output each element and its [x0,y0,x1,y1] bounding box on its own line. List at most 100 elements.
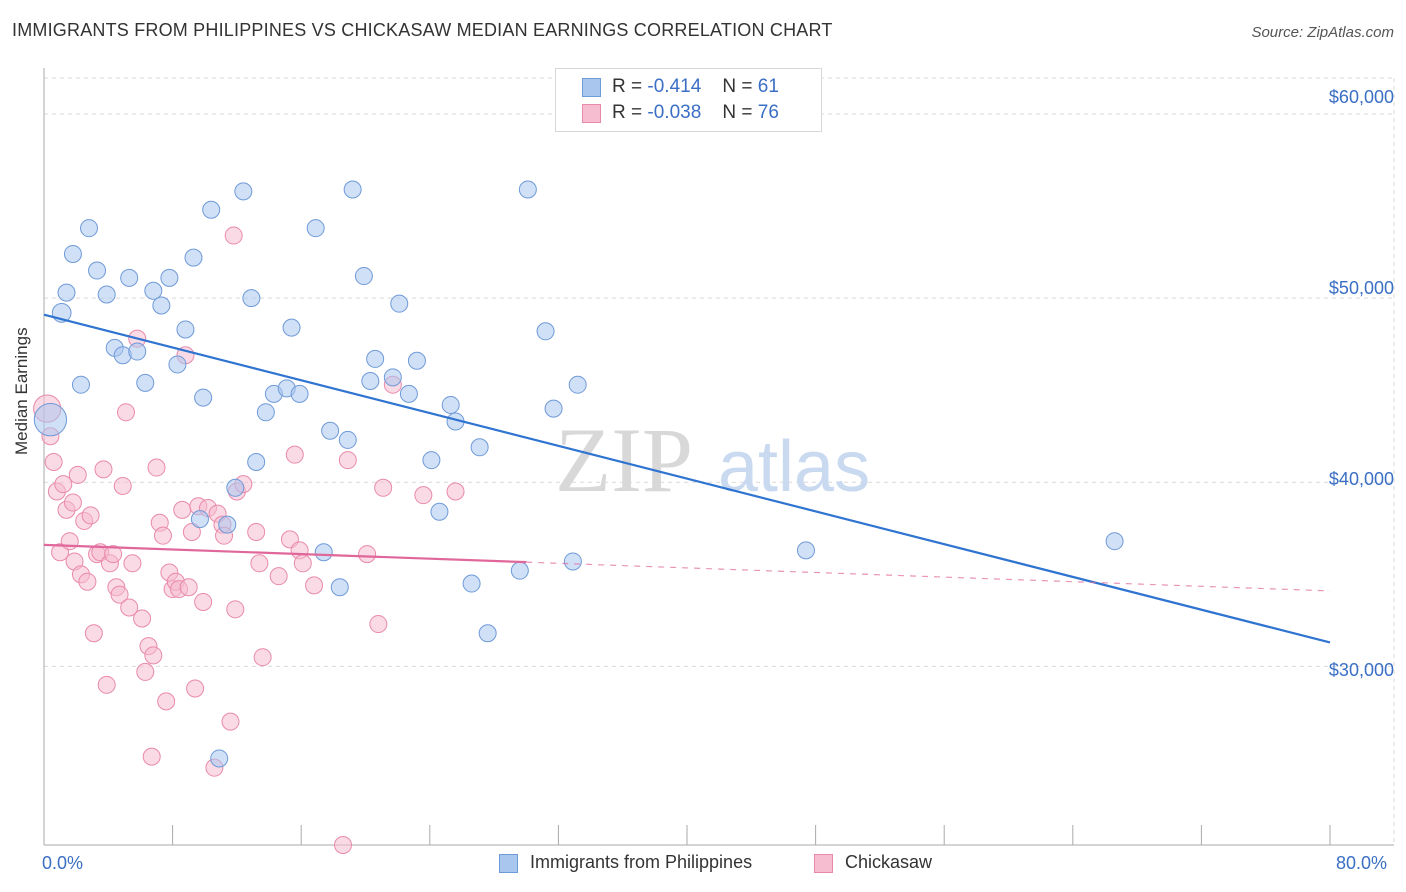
chickasaw-point [333,836,352,854]
philippines-point [168,355,187,374]
r-label: R = [612,102,643,123]
y-tick-label: $30,000 [1328,660,1394,680]
philippines-point [518,180,537,199]
chart-title: IMMIGRANTS FROM PHILIPPINES VS CHICKASAW… [12,20,833,40]
pink-swatch [582,104,601,123]
philippines-point [190,510,209,529]
philippines-point [338,430,357,449]
chickasaw-point [250,554,269,573]
philippines-point [202,200,221,219]
philippines-point [256,403,275,422]
n-value: 61 [757,76,779,97]
philippines-point [470,438,489,457]
chickasaw-point [221,712,240,731]
chickasaw-point [182,522,201,541]
chickasaw-point [133,609,152,628]
chickasaw-trend-line [43,543,527,564]
chickasaw-point [97,675,116,694]
chickasaw-point [81,506,100,525]
philippines-point [290,384,309,403]
watermark: ZIP atlas [555,409,870,511]
philippines-point [354,267,373,286]
philippines-point [306,219,325,238]
n-label: N = [722,102,753,123]
philippines-point [536,322,555,341]
chickasaw-point [94,460,113,479]
chickasaw-trend-extension [526,561,1331,592]
chickasaw-point [142,747,161,766]
chickasaw-point [186,679,205,698]
r-value: -0.038 [647,102,702,123]
chickasaw-point [147,458,166,477]
philippines-point [282,318,301,337]
philippines-point [184,248,203,267]
y-tick-label: $40,000 [1328,469,1394,489]
philippines-point [144,281,163,300]
philippines-point [343,180,362,199]
chickasaw-point [269,567,288,586]
correlation-stats-box: R = -0.414 N = 61 R = -0.038 N = 76 [555,68,822,132]
philippines-point [314,543,333,562]
chickasaw-point [247,522,266,541]
y-tick-label: $60,000 [1328,87,1394,107]
chickasaw-point [369,615,388,634]
chickasaw-point [414,486,433,505]
philippines-points [33,180,1124,768]
philippines-point [361,372,380,391]
philippines-point [383,368,402,387]
watermark-zip: ZIP [555,409,693,511]
chickasaw-point [153,526,172,545]
philippines-point [462,574,481,593]
chickasaw-point [179,578,198,597]
philippines-point [1105,532,1124,551]
philippines-point [128,342,147,361]
chickasaw-point [285,445,304,464]
chickasaw-point [68,465,87,484]
chickasaw-point [358,545,377,564]
philippines-point [97,285,116,304]
chickasaw-point [253,648,272,667]
philippines-point [152,296,171,315]
philippines-point [160,268,179,287]
chickasaw-point [293,554,312,573]
philippines-point [366,349,385,368]
legend-label: Chickasaw [845,852,933,872]
chickasaw-point [224,226,243,245]
philippines-point [796,541,815,560]
chickasaw-point [60,532,79,551]
chickasaw-point [54,475,73,494]
chickasaw-point [226,600,245,619]
chickasaw-point [305,576,324,595]
philippines-point [176,320,195,339]
legend-label: Immigrants from Philippines [530,852,753,872]
philippines-point [321,421,340,440]
chickasaw-point [446,482,465,501]
philippines-point [568,375,587,394]
chickasaw-point [63,493,82,512]
trend-lines [43,313,1331,644]
philippines-point [234,182,253,201]
chickasaw-point [173,500,192,519]
r-value: -0.414 [647,76,702,97]
philippines-point [63,244,82,263]
y-tick-label: $50,000 [1328,278,1394,298]
x-tick-label-min: 0.0% [42,853,84,873]
chickasaw-point [136,662,155,681]
philippines-point [478,624,497,643]
philippines-point [563,552,582,571]
chickasaw-point [194,592,213,611]
chickasaw-point [78,572,97,591]
philippines-point [242,289,261,308]
philippines-point [407,351,426,370]
chickasaw-point [144,646,163,665]
philippines-point [247,453,266,472]
philippines-point [218,515,237,534]
chickasaw-points [33,226,465,854]
philippines-point [88,261,107,280]
philippines-point [422,451,441,470]
chickasaw-point [116,403,135,422]
chickasaw-point [338,451,357,470]
n-label: N = [722,76,753,97]
r-label: R = [612,76,643,97]
